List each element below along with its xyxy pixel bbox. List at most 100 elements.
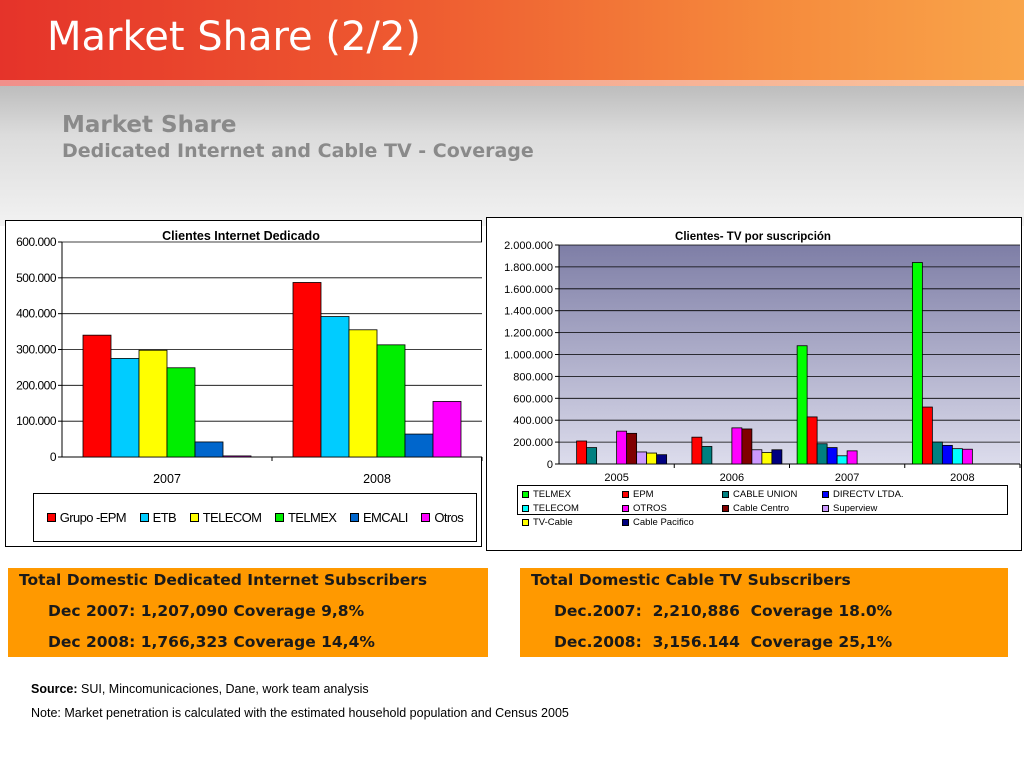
chart2-bar <box>741 428 753 465</box>
internet-summary-2007: Dec 2007: 1,207,090 Coverage 9,8% <box>48 602 365 620</box>
chart2-legend-label: Cable Centro <box>733 502 789 514</box>
chart2-legend-swatch <box>622 490 629 498</box>
chart2-legend-item: Superview <box>822 501 922 515</box>
chart1-y-tick-label: 400.000 <box>16 307 57 321</box>
chart2-y-tick-label: 1.400.000 <box>504 306 553 318</box>
header-bar: Market Share (2/2) <box>0 0 1024 80</box>
chart2-legend-label: TV-Cable <box>533 516 573 528</box>
chart2-bar <box>701 446 713 465</box>
chart1-legend-swatch <box>349 513 359 522</box>
internet-summary-box: Total Domestic Dedicated Internet Subscr… <box>8 568 488 657</box>
chart2-bar <box>636 451 648 465</box>
chart1-legend-swatch <box>421 513 431 522</box>
tv-chart: Clientes- TV por suscripción 0 200.000 400.… <box>486 217 1022 551</box>
chart2-legend-item: TV-Cable <box>522 515 622 529</box>
chart2-legend-label: EPM <box>633 488 654 500</box>
chart1-legend-item: Grupo -EPM <box>46 510 127 525</box>
chart1-bar <box>292 282 322 458</box>
chart1-legend-swatch <box>189 513 199 522</box>
chart2-legend-swatch <box>622 504 629 512</box>
chart1-y-tick-label: 100.000 <box>16 414 57 428</box>
chart2-legend-label: TELMEX <box>533 488 572 500</box>
chart2-bar <box>931 441 943 465</box>
chart1-bar <box>320 316 350 458</box>
chart2-y-tick-label: 0 <box>547 459 553 471</box>
chart1-legend-swatch <box>274 513 284 522</box>
subtitle-band <box>0 86 1024 226</box>
chart1-y-tick-label: 300.000 <box>16 343 57 357</box>
chart1-bar <box>82 334 112 458</box>
chart2-bar <box>836 455 848 465</box>
source-note: Source: SUI, Mincomunicaciones, Dane, wo… <box>31 682 369 696</box>
chart2-legend-item: TELMEX <box>522 487 622 501</box>
source-text: SUI, Mincomunicaciones, Dane, work team … <box>77 682 369 696</box>
chart2-bar <box>576 440 588 465</box>
chart2-bar <box>656 454 668 465</box>
chart1-bar <box>376 344 406 458</box>
header-divider <box>0 80 1024 86</box>
chart2-legend-swatch <box>622 518 629 526</box>
chart2-legend-item: Cable Pacifico <box>622 515 722 529</box>
tv-summary-heading: Total Domestic Cable TV Subscribers <box>531 571 851 589</box>
methodology-note: Note: Market penetration is calculated w… <box>31 706 569 720</box>
chart2-y-tick-label: 1.600.000 <box>504 284 553 296</box>
chart1-legend-swatch <box>46 513 56 522</box>
chart2-bar <box>731 427 743 465</box>
chart1-y-tick-label: 600.000 <box>16 235 57 249</box>
chart2-y-tick-label: 1.000.000 <box>504 350 553 362</box>
chart2-bar <box>691 436 703 465</box>
internet-chart-plot: Clientes Internet Dedicado 0 100.000 200.00… <box>16 229 483 486</box>
chart2-legend-swatch <box>722 490 729 498</box>
chart2-legend-label: Superview <box>833 502 878 514</box>
chart2-bar <box>616 430 628 465</box>
chart1-category-label: 2008 <box>363 472 391 486</box>
section-title: Market Share <box>62 112 237 138</box>
chart2-legend-item: Cable Centro <box>722 501 822 515</box>
chart1-legend-item: TELECOM <box>189 510 262 525</box>
chart2-y-tick-label: 2.000.000 <box>504 240 553 252</box>
chart2-bar <box>941 444 953 465</box>
chart2-bar <box>921 406 933 465</box>
chart2-legend-item: OTROS <box>622 501 722 515</box>
internet-summary-heading: Total Domestic Dedicated Internet Subscr… <box>19 571 428 589</box>
chart2-legend-swatch <box>822 504 829 512</box>
chart2-bar <box>646 452 658 465</box>
chart2-legend-label: TELECOM <box>533 502 579 514</box>
chart2-bar <box>751 449 763 465</box>
chart1-legend-label: TELECOM <box>202 510 262 525</box>
chart1-category-label: 2007 <box>153 472 181 486</box>
chart2-legend-label: Cable Pacifico <box>633 516 694 528</box>
chart2-category-label: 2007 <box>835 472 859 484</box>
chart2-bar <box>771 449 783 465</box>
chart2-bar <box>816 443 828 465</box>
chart2-legend-swatch <box>722 504 729 512</box>
chart2-legend-swatch <box>522 504 529 512</box>
chart1-legend-item: TELMEX <box>274 510 337 525</box>
chart2-bar <box>951 448 963 465</box>
chart1-legend-swatch <box>139 513 149 522</box>
tv-summary-2007: Dec.2007: 2,210,886 Coverage 18.0% <box>554 602 893 620</box>
chart2-bar <box>586 447 598 465</box>
chart2-bar <box>961 448 973 465</box>
chart2-bar <box>826 447 838 465</box>
chart2-title: Clientes- TV por suscripción <box>675 231 831 243</box>
chart2-category-label: 2006 <box>720 472 744 484</box>
chart2-category-label: 2005 <box>604 472 628 484</box>
chart1-y-tick-label: 0 <box>50 450 57 464</box>
chart2-y-tick-label: 200.000 <box>513 437 553 449</box>
chart1-y-tick-label: 500.000 <box>16 271 57 285</box>
chart2-category-label: 2008 <box>950 472 974 484</box>
tv-summary-2008: Dec.2008: 3,156.144 Coverage 25,1% <box>554 633 893 651</box>
chart2-y-tick-label: 1.200.000 <box>504 328 553 340</box>
internet-summary-2008: Dec 2008: 1,766,323 Coverage 14,4% <box>48 633 375 651</box>
source-label: Source: <box>31 682 78 696</box>
internet-chart-legend: Grupo -EPM ETB TELECOM TELMEX EMCALI Otros <box>33 493 477 542</box>
chart1-legend-label: ETB <box>152 510 177 525</box>
chart1-bar <box>194 441 224 458</box>
chart1-legend-item: Otros <box>421 510 464 525</box>
tv-chart-legend: TELMEX EPM CABLE UNION DIRECTV LTDA. TELECOM… <box>517 485 1008 528</box>
chart1-legend-label: TELMEX <box>287 510 337 525</box>
chart1-y-tick-label: 200.000 <box>16 378 57 392</box>
chart2-legend-item: CABLE UNION <box>722 487 822 501</box>
chart1-bar <box>222 455 252 458</box>
